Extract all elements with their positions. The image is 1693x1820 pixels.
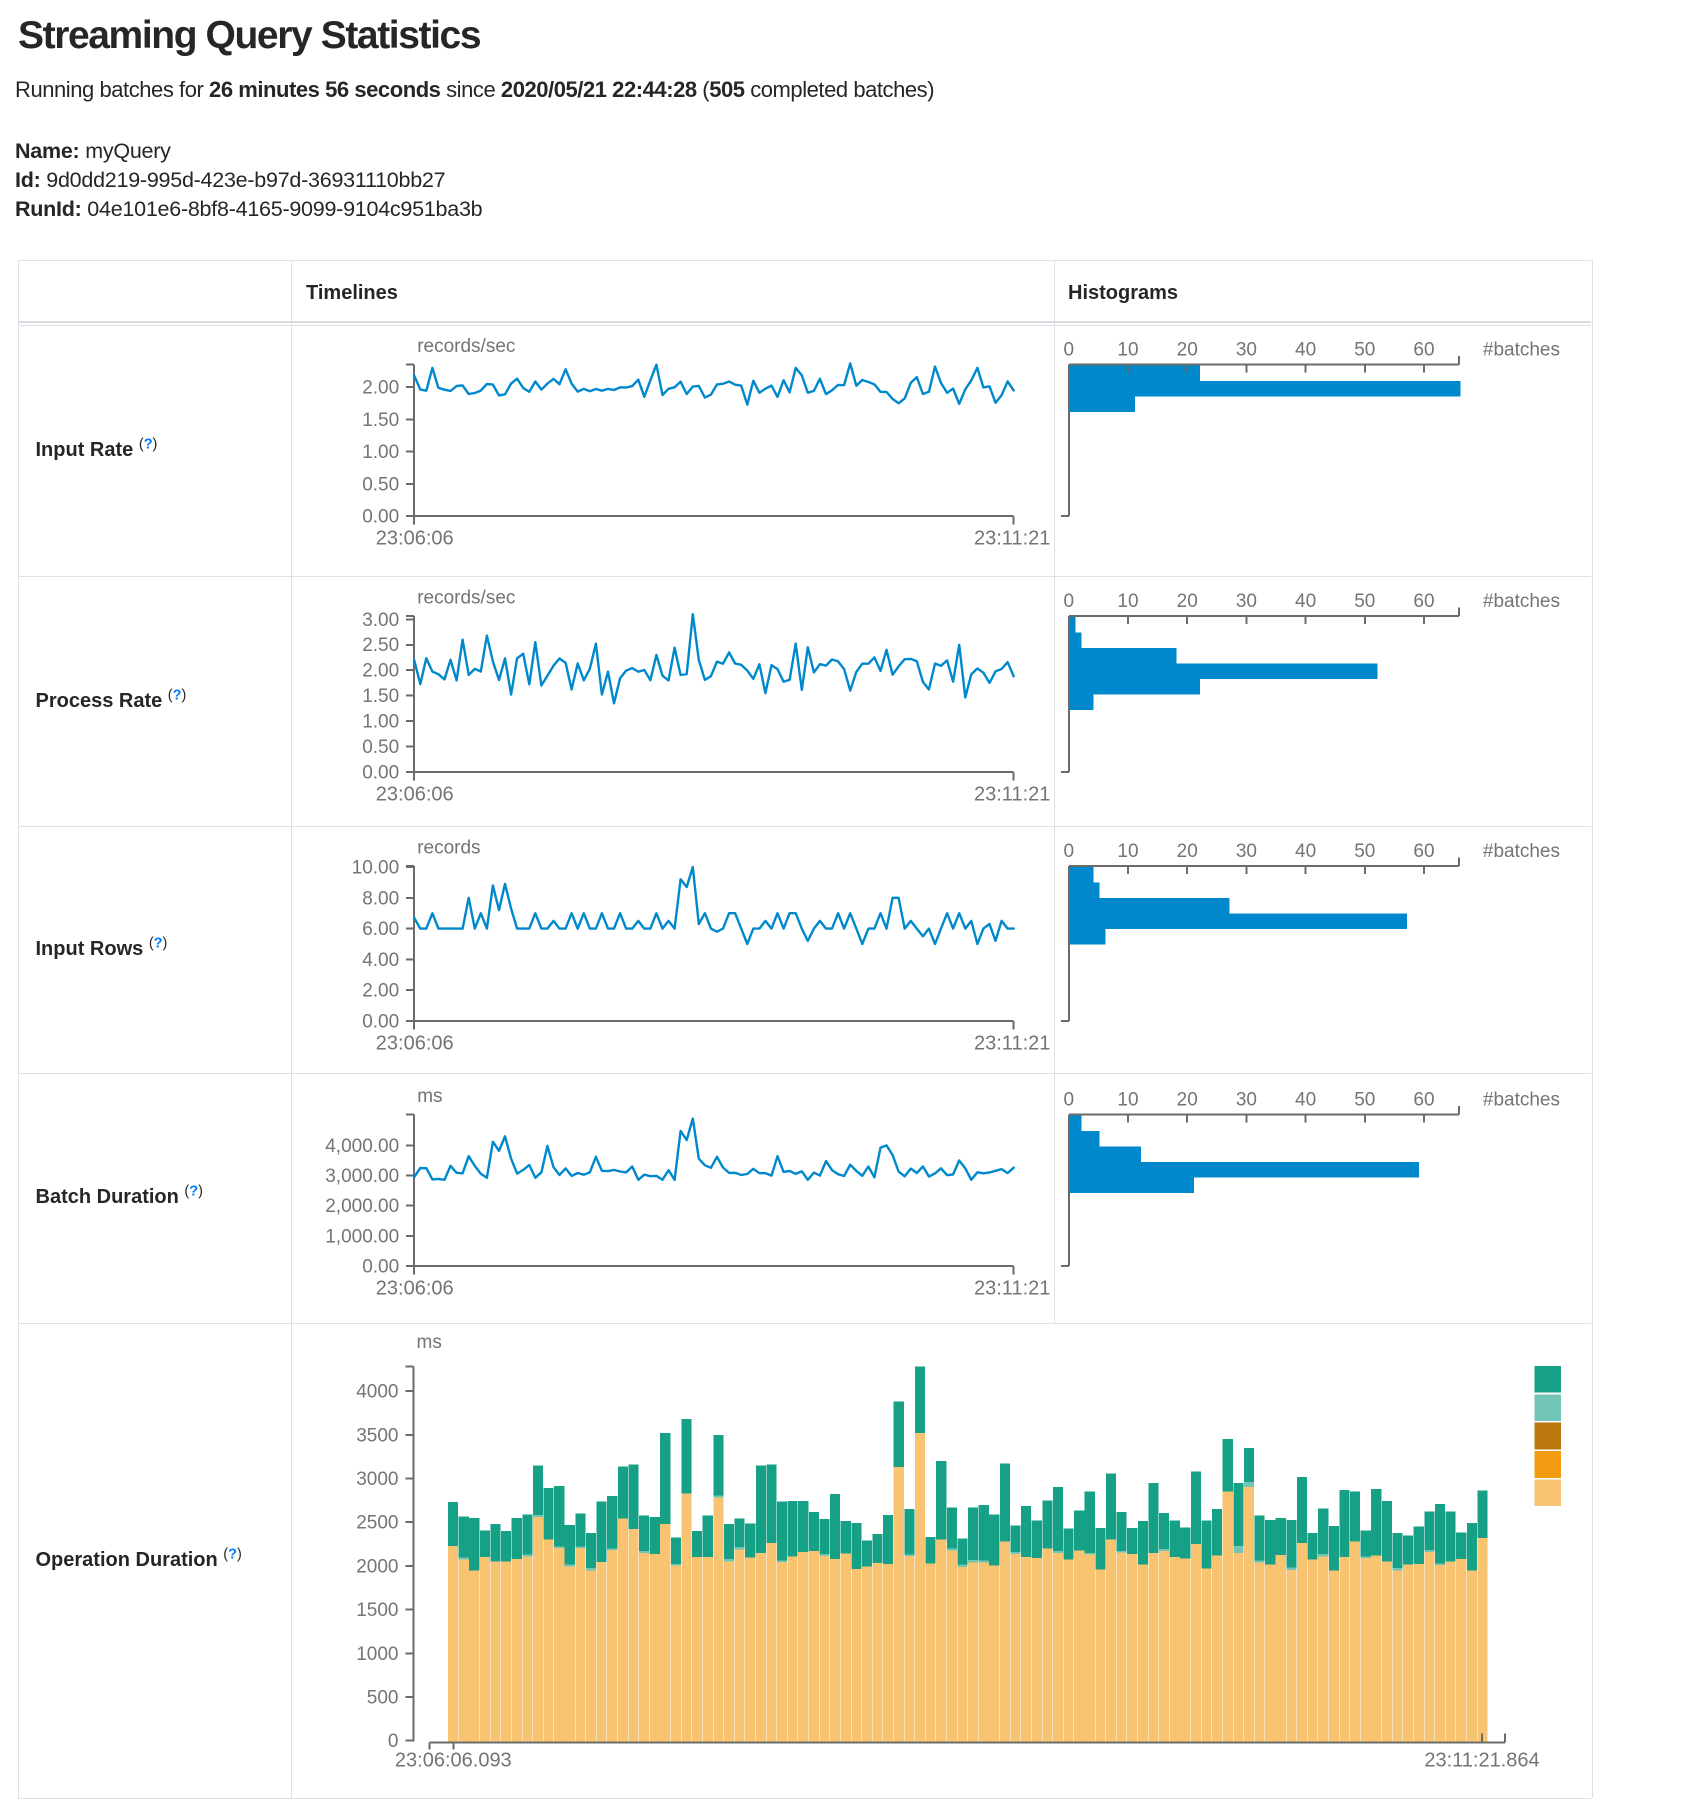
svg-text:20: 20 — [1177, 1090, 1198, 1111]
svg-text:10: 10 — [1117, 591, 1138, 612]
svg-text:60: 60 — [1413, 591, 1434, 612]
svg-text:30: 30 — [1236, 841, 1257, 862]
svg-text:40: 40 — [1295, 1090, 1316, 1111]
svg-text:0.50: 0.50 — [362, 737, 399, 758]
svg-text:6.00: 6.00 — [362, 919, 399, 940]
svg-text:20: 20 — [1177, 591, 1198, 612]
svg-text:10: 10 — [1117, 1090, 1138, 1111]
svg-text:0.50: 0.50 — [362, 474, 399, 495]
svg-text:20: 20 — [1177, 841, 1198, 862]
svg-text:50: 50 — [1354, 340, 1375, 361]
svg-text:50: 50 — [1354, 1090, 1375, 1111]
svg-text:3,000.00: 3,000.00 — [325, 1166, 399, 1187]
svg-text:23:11:21: 23:11:21 — [974, 1033, 1050, 1055]
svg-text:0: 0 — [1064, 1090, 1075, 1111]
svg-text:10: 10 — [1117, 340, 1138, 361]
svg-text:40: 40 — [1295, 340, 1316, 361]
svg-text:30: 30 — [1236, 1090, 1257, 1111]
svg-text:20: 20 — [1177, 340, 1198, 361]
svg-text:500: 500 — [367, 1688, 399, 1709]
svg-text:1000: 1000 — [356, 1644, 398, 1665]
svg-text:60: 60 — [1413, 340, 1434, 361]
svg-text:4000: 4000 — [356, 1382, 398, 1403]
svg-text:50: 50 — [1354, 591, 1375, 612]
svg-text:10.00: 10.00 — [352, 858, 400, 879]
svg-text:3.00: 3.00 — [362, 610, 399, 631]
svg-text:10: 10 — [1117, 841, 1138, 862]
svg-text:4,000.00: 4,000.00 — [325, 1136, 399, 1157]
svg-text:0: 0 — [1064, 340, 1075, 361]
svg-text:0: 0 — [388, 1731, 399, 1752]
svg-text:1,000.00: 1,000.00 — [325, 1226, 399, 1247]
svg-text:1500: 1500 — [356, 1600, 398, 1621]
svg-text:1.50: 1.50 — [362, 410, 399, 431]
svg-text:3000: 3000 — [356, 1469, 398, 1490]
svg-text:4.00: 4.00 — [362, 950, 399, 971]
svg-text:0.00: 0.00 — [362, 1012, 399, 1033]
svg-text:#batches: #batches — [1483, 841, 1560, 862]
svg-text:2.00: 2.00 — [362, 981, 399, 1002]
svg-text:23:11:21: 23:11:21 — [974, 528, 1050, 550]
svg-text:23:11:21.864: 23:11:21.864 — [1424, 1750, 1539, 1772]
svg-text:1.00: 1.00 — [362, 442, 399, 463]
svg-text:2500: 2500 — [356, 1513, 398, 1534]
svg-text:ms: ms — [417, 1332, 442, 1353]
svg-text:0.00: 0.00 — [362, 763, 399, 784]
svg-text:0.00: 0.00 — [362, 507, 399, 528]
svg-text:60: 60 — [1413, 841, 1434, 862]
svg-text:23:06:06: 23:06:06 — [376, 784, 454, 806]
svg-text:3500: 3500 — [356, 1425, 398, 1446]
svg-text:0: 0 — [1064, 591, 1075, 612]
svg-text:2.50: 2.50 — [362, 635, 399, 656]
svg-text:40: 40 — [1295, 841, 1316, 862]
svg-text:#batches: #batches — [1483, 591, 1560, 612]
svg-text:40: 40 — [1295, 591, 1316, 612]
svg-text:23:06:06: 23:06:06 — [376, 1278, 454, 1300]
svg-text:23:06:06.093: 23:06:06.093 — [395, 1750, 512, 1772]
svg-text:2000: 2000 — [356, 1556, 398, 1577]
svg-text:0.00: 0.00 — [362, 1257, 399, 1278]
svg-text:23:06:06: 23:06:06 — [376, 528, 454, 550]
svg-text:60: 60 — [1413, 1090, 1434, 1111]
svg-text:2.00: 2.00 — [362, 378, 399, 399]
svg-text:2.00: 2.00 — [362, 661, 399, 682]
svg-text:0: 0 — [1064, 841, 1075, 862]
svg-text:30: 30 — [1236, 591, 1257, 612]
svg-text:1.00: 1.00 — [362, 712, 399, 733]
svg-text:1.50: 1.50 — [362, 686, 399, 707]
svg-text:50: 50 — [1354, 841, 1375, 862]
svg-text:23:11:21: 23:11:21 — [974, 784, 1050, 806]
svg-text:30: 30 — [1236, 340, 1257, 361]
svg-text:23:06:06: 23:06:06 — [376, 1033, 454, 1055]
svg-text:records/sec: records/sec — [417, 587, 515, 608]
svg-text:8.00: 8.00 — [362, 888, 399, 909]
svg-text:2,000.00: 2,000.00 — [325, 1196, 399, 1217]
svg-text:#batches: #batches — [1483, 340, 1560, 361]
svg-text:records: records — [417, 837, 480, 858]
svg-text:ms: ms — [417, 1086, 442, 1107]
svg-text:records/sec: records/sec — [417, 336, 515, 357]
svg-text:23:11:21: 23:11:21 — [974, 1278, 1050, 1300]
svg-text:#batches: #batches — [1483, 1090, 1560, 1111]
